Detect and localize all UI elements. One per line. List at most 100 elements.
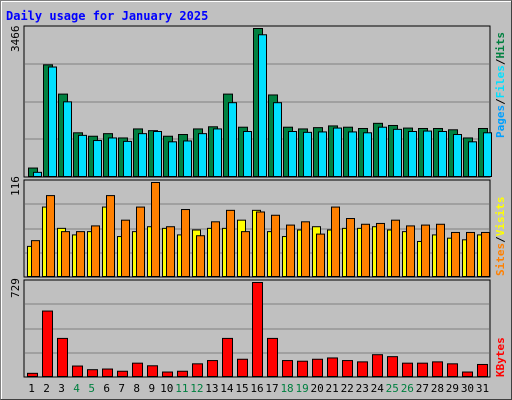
x-tick-label-7: 7 [118,382,125,395]
sites-bar-7 [121,219,130,277]
kbytes-bar-30 [462,371,473,378]
kbytes-panel [23,279,491,378]
x-tick-label-5: 5 [88,382,95,395]
x-tick-label-14: 14 [220,382,234,395]
kbytes-bar-6 [102,368,113,377]
kbytes-bar-8 [132,362,143,377]
x-tick-label-13: 13 [205,382,218,395]
sites-bar-12 [196,235,205,277]
sites-bar-25 [391,219,400,277]
x-tick-label-2: 2 [43,382,50,395]
kbytes-bar-28 [432,361,443,378]
sites-bar-11 [181,209,190,277]
kbytes-bar-18 [282,360,293,378]
legend-text: Sites/Visits [494,197,507,277]
kbytes-bar-23 [357,361,368,378]
files-bar-1 [33,171,42,177]
kbytes-bar-31 [477,363,488,377]
legend-text: KBytes [494,337,507,377]
x-tick-label-21: 21 [326,382,339,395]
x-tick-label-20: 20 [311,382,324,395]
x-tick-label-30: 30 [461,382,474,395]
files-bar-17 [273,102,282,177]
kbytes-bar-4 [72,365,83,377]
chart-title: Daily usage for January 2025 [6,9,208,23]
kbytes-bar-5 [87,369,98,377]
files-bar-2 [48,66,57,177]
sites-bar-17 [271,214,280,277]
sites-bar-26 [406,225,415,277]
files-bar-31 [483,132,492,177]
sites-bar-30 [466,231,475,277]
files-bar-8 [138,133,147,177]
visits-sites-panel [23,179,491,278]
legend-files: Files [494,65,507,98]
files-bar-26 [408,131,417,177]
x-tick-label-18: 18 [280,382,293,395]
x-tick-label-12: 12 [190,382,203,395]
legend-separator: / [494,236,507,243]
legend-pages: Pages [494,105,507,138]
kbytes-bar-22 [342,360,353,378]
sites-bar-5 [91,225,100,277]
kbytes-bar-19 [297,360,308,378]
x-tick-label-22: 22 [341,382,354,395]
x-tick-label-24: 24 [371,382,385,395]
files-bar-23 [363,132,372,177]
x-tick-label-4: 4 [73,382,80,395]
sites-bar-29 [451,231,460,277]
sites-bar-16 [256,211,265,277]
kbytes-bar-16 [252,282,263,377]
files-bar-27 [423,130,432,177]
files-bar-9 [153,131,162,177]
files-bar-20 [318,131,327,178]
files-bar-11 [183,140,192,177]
x-axis-labels: 1 2 3 4 5 6 7 8 9 10 11 12 13 14 15 16 17 18 19 20 21 22 23 24 2… [28,382,489,395]
sites-bar-3 [61,231,70,277]
files-bar-3 [63,101,72,177]
x-tick-label-10: 10 [160,382,173,395]
kbytes-bar-10 [162,371,173,378]
sites-bar-2 [46,195,55,278]
sites-bar-6 [106,195,115,278]
hits-files-pages-panel [23,25,492,178]
files-bar-22 [348,131,357,178]
sites-bar-21 [331,206,340,278]
sites-bar-22 [346,218,355,278]
files-bar-30 [468,141,477,178]
kbytes-bar-2 [42,310,53,377]
sites-bar-27 [421,224,430,278]
files-bar-18 [288,131,297,177]
kbytes-bar-13 [207,360,218,378]
legend-separator: / [494,58,507,65]
kbytes-bar-11 [177,370,188,377]
sites-bar-19 [301,221,310,278]
visits-sites-legend: Sites/Visits [494,197,507,277]
sites-bar-28 [436,223,445,277]
files-bar-29 [453,134,462,178]
kbytes-bar-29 [447,363,458,377]
kbytes-bar-24 [372,354,383,378]
legend-sites: Sites [494,243,507,276]
files-bar-4 [78,134,87,177]
x-tick-label-25: 25 [386,382,399,395]
kbytes-bar-14 [222,337,233,377]
kbytes-bar-26 [402,362,413,377]
files-bar-25 [393,128,402,177]
sites-bar-18 [286,224,295,278]
x-tick-label-19: 19 [295,382,308,395]
x-tick-label-9: 9 [148,382,155,395]
sites-bar-15 [241,231,250,277]
files-bar-7 [123,140,132,177]
files-bar-5 [93,140,102,178]
sites-bar-14 [226,209,235,278]
sites-bar-13 [211,221,220,278]
x-tick-label-15: 15 [235,382,248,395]
kbytes-bar-21 [327,357,338,377]
kbytes-bar-9 [147,365,158,378]
legend-kbytes: KBytes [494,337,507,377]
files-bar-21 [333,127,342,177]
x-tick-label-17: 17 [265,382,278,395]
kbytes-legend: KBytes [494,337,507,377]
kbytes-bar-17 [267,337,278,377]
